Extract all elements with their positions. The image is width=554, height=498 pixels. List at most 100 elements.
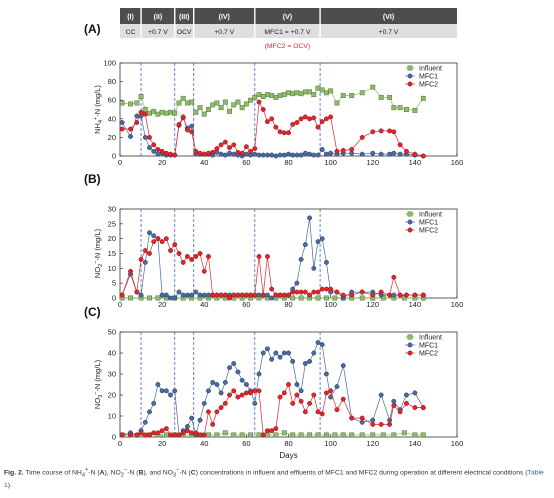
data-point	[172, 110, 178, 116]
data-point	[319, 342, 325, 348]
data-point	[176, 432, 182, 438]
data-point	[269, 356, 275, 362]
data-point	[134, 120, 140, 125]
data-point	[252, 146, 258, 152]
data-point	[332, 295, 338, 301]
data-point	[340, 432, 346, 438]
data-point	[412, 405, 418, 411]
data-point	[407, 219, 413, 225]
data-point	[151, 148, 157, 154]
data-point	[206, 150, 211, 156]
data-point	[214, 409, 220, 415]
data-point	[311, 152, 317, 158]
data-point	[298, 398, 304, 404]
data-point	[235, 292, 241, 298]
data-point	[193, 109, 199, 115]
data-point	[222, 99, 228, 105]
data-point	[155, 236, 161, 242]
data-point	[218, 105, 224, 111]
data-point	[248, 97, 254, 103]
data-point	[227, 365, 232, 371]
x-tick-label: 0	[118, 439, 122, 448]
data-point	[222, 152, 228, 158]
data-point	[180, 292, 186, 298]
data-point	[128, 134, 133, 139]
data-point	[189, 292, 195, 298]
data-point	[290, 289, 296, 295]
data-point	[290, 358, 296, 364]
data-point	[227, 145, 232, 151]
data-point	[281, 430, 287, 436]
caption-text-8: ).	[7, 481, 12, 489]
data-point	[193, 430, 199, 436]
data-point	[319, 147, 325, 152]
data-point	[128, 101, 133, 107]
phase-condition: CC	[126, 29, 136, 36]
x-tick-label: 0	[118, 158, 122, 167]
data-point	[222, 379, 228, 385]
data-point	[231, 142, 237, 148]
phase-header: (I) CC (II) +0.7 V (III) OCV (IV) +0.7 V (V) MFC1…	[120, 8, 457, 50]
x-tick-label: 120	[366, 300, 379, 309]
data-point	[359, 295, 365, 301]
data-point	[159, 109, 165, 115]
data-point	[286, 130, 291, 136]
data-point	[248, 432, 254, 438]
data-point	[391, 398, 397, 404]
caption-table-link[interactable]: Table 1	[4, 469, 544, 489]
phase-label: (I)	[127, 14, 134, 21]
data-point	[294, 289, 300, 295]
x-tick-label: 80	[284, 439, 292, 448]
data-point	[128, 432, 133, 438]
data-point	[142, 432, 148, 438]
data-point	[172, 388, 178, 394]
data-point	[197, 251, 203, 256]
data-point	[214, 100, 220, 106]
data-point	[315, 85, 321, 91]
data-point	[404, 392, 409, 398]
data-point	[210, 102, 216, 108]
data-point	[210, 292, 216, 298]
legend-label: MFC2	[419, 228, 438, 235]
series-mfc2	[119, 99, 426, 159]
data-point	[151, 430, 157, 436]
data-point	[281, 152, 287, 158]
data-point	[311, 265, 317, 271]
data-point	[290, 152, 296, 158]
data-point	[340, 396, 346, 402]
data-point	[151, 400, 157, 406]
data-point	[302, 242, 308, 248]
data-point	[214, 146, 220, 152]
data-point	[307, 400, 313, 406]
legend-label: MFC1	[419, 220, 438, 227]
x-tick-label: 140	[409, 300, 422, 309]
data-point	[340, 292, 346, 298]
data-point	[290, 432, 296, 438]
data-point	[256, 388, 262, 394]
data-point	[307, 358, 313, 364]
data-point	[290, 91, 296, 97]
data-point	[260, 350, 266, 356]
data-point	[334, 407, 340, 413]
series-influent	[119, 84, 426, 117]
data-point	[412, 107, 418, 113]
data-point	[172, 152, 178, 158]
data-point	[401, 430, 407, 436]
data-point	[138, 292, 144, 298]
data-point	[370, 292, 376, 298]
phase-label: (IV)	[219, 14, 230, 21]
data-point	[420, 405, 426, 411]
data-point	[138, 256, 144, 262]
data-point	[235, 369, 241, 375]
data-point	[147, 134, 152, 140]
data-point	[235, 394, 241, 400]
data-point	[134, 432, 140, 438]
x-tick-label: 60	[242, 158, 250, 167]
data-point	[387, 292, 393, 298]
data-point	[147, 110, 152, 116]
y-axis-label: NO2−-N (mg/L)	[93, 228, 104, 278]
data-point	[359, 419, 365, 425]
data-point	[334, 148, 340, 154]
y-tick-label: 0	[112, 433, 116, 442]
data-point	[138, 94, 144, 99]
